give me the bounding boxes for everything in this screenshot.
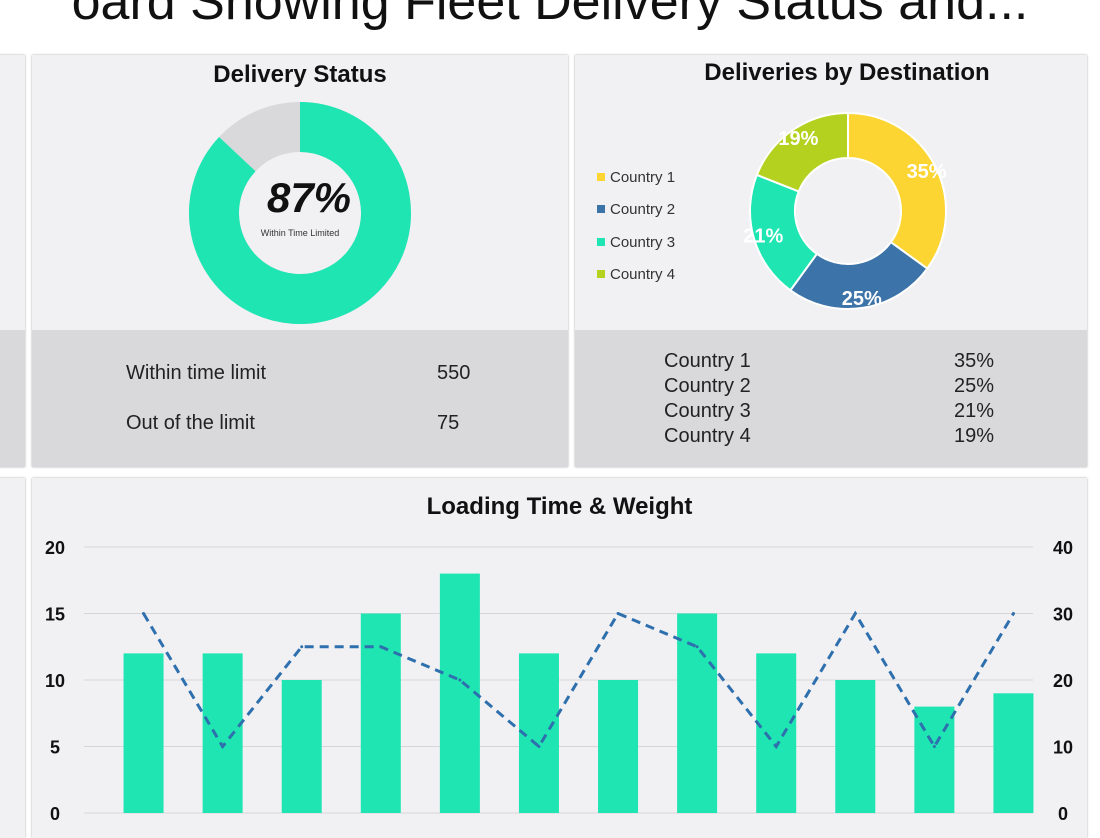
weight-point — [142, 612, 146, 615]
y2-axis-tick-label: 0 — [1058, 804, 1068, 824]
legend-swatch-country-4 — [597, 270, 605, 278]
destination-panel: Deliveries by Destination Country 1 Coun… — [575, 55, 1087, 467]
y-axis-tick-label: 5 — [50, 738, 60, 758]
destination-slice-country-2 — [788, 240, 929, 310]
destination-donut: 35% 25% 21% 19% — [743, 111, 947, 310]
legend-country-1: Country 1 — [597, 169, 675, 186]
legend-label-country-1: Country 1 — [610, 169, 676, 186]
loading-time-bar — [598, 680, 639, 813]
donut-caption: Within Time Limited — [261, 228, 340, 238]
dest-row-1-pct: 35% — [954, 350, 995, 372]
weight-point — [221, 745, 225, 748]
dest-row-3-pct: 21% — [954, 400, 995, 422]
destination-slice-label-2: 25% — [842, 288, 882, 310]
destination-table: Country 1 35% Country 2 25% Country 3 21… — [575, 330, 1087, 467]
dest-row-4-name: Country 4 — [664, 425, 751, 447]
destination-slice-country-4 — [755, 111, 849, 193]
dest-row-1-name: Country 1 — [664, 350, 751, 372]
weight-point — [537, 745, 541, 748]
loading-time-bar — [518, 653, 559, 813]
page-title: oard Showing Fleet Delivery Status and..… — [71, 0, 1029, 31]
weight-point — [379, 645, 383, 649]
destination-slice-label-1: 35% — [907, 161, 947, 183]
donut-percent-label: 87% — [267, 174, 351, 221]
loading-time-bar — [993, 693, 1034, 813]
weight-point — [774, 745, 778, 748]
y2-axis-tick-label: 30 — [1053, 605, 1073, 625]
y-axis-tick-label: 15 — [45, 605, 65, 625]
dest-row-2-name: Country 2 — [664, 375, 751, 397]
weight-point — [695, 645, 699, 649]
legend-label-country-3: Country 3 — [610, 234, 676, 251]
dest-row-3-name: Country 3 — [664, 400, 751, 422]
left-panel-top-footer — [0, 330, 25, 467]
left-panel-top — [0, 55, 25, 467]
delivery-status-donut: 87% Within Time Limited — [189, 102, 411, 324]
destination-slice-label-4: 19% — [778, 128, 818, 150]
loading-time-bar — [835, 680, 876, 813]
weight-point — [616, 612, 620, 615]
weight-line — [142, 610, 1015, 750]
y-axis-tick-label: 0 — [50, 804, 60, 824]
legend-label-country-4: Country 4 — [610, 266, 676, 283]
weight-point — [458, 678, 462, 682]
legend-swatch-country-1 — [597, 173, 605, 181]
loading-time-bar — [202, 653, 243, 813]
y2-axis-tick-label: 10 — [1053, 738, 1073, 758]
loading-chart-title: Loading Time & Weight — [426, 493, 693, 520]
within-time-limit-value: 550 — [437, 362, 471, 384]
donut-within-time-arc — [189, 102, 411, 324]
delivery-status-title: Delivery Status — [213, 61, 387, 88]
y-axis-tick-label: 20 — [45, 538, 65, 558]
y-axis-tick-label: 10 — [45, 671, 65, 691]
legend-label-country-2: Country 2 — [610, 201, 676, 218]
legend-country-2: Country 2 — [597, 201, 675, 218]
loading-time-bar — [677, 613, 718, 813]
destination-slice-country-1 — [847, 111, 947, 271]
loading-time-bar — [756, 653, 797, 813]
legend-country-3: Country 3 — [597, 234, 675, 251]
legend-swatch-country-2 — [597, 205, 605, 213]
within-time-limit-label: Within time limit — [126, 362, 267, 384]
out-of-limit-value: 75 — [437, 412, 460, 434]
delivery-status-panel: Delivery Status 87% Within Time Limited … — [32, 55, 568, 467]
weight-point — [300, 645, 304, 649]
y2-axis-tick-label: 20 — [1053, 671, 1073, 691]
weight-point — [853, 612, 857, 615]
delivery-status-table: Within time limit 550 Out of the limit 7… — [32, 330, 568, 467]
loading-time-bar — [439, 573, 480, 813]
dest-row-4-pct: 19% — [954, 425, 995, 447]
left-panel-bottom — [0, 478, 25, 838]
loading-time-bar — [914, 706, 955, 813]
destination-title: Deliveries by Destination — [704, 59, 990, 86]
loading-time-bar — [123, 653, 164, 813]
y2-axis-tick-label: 40 — [1053, 538, 1073, 558]
out-of-limit-label: Out of the limit — [126, 412, 255, 434]
legend-swatch-country-3 — [597, 238, 605, 246]
destination-slice-label-3: 21% — [743, 226, 783, 248]
dest-row-2-pct: 25% — [954, 375, 995, 397]
legend-country-4: Country 4 — [597, 266, 675, 283]
loading-time-bar — [281, 680, 322, 813]
weight-point — [1011, 612, 1015, 615]
loading-time-bar — [360, 613, 401, 813]
weight-point — [932, 745, 936, 748]
